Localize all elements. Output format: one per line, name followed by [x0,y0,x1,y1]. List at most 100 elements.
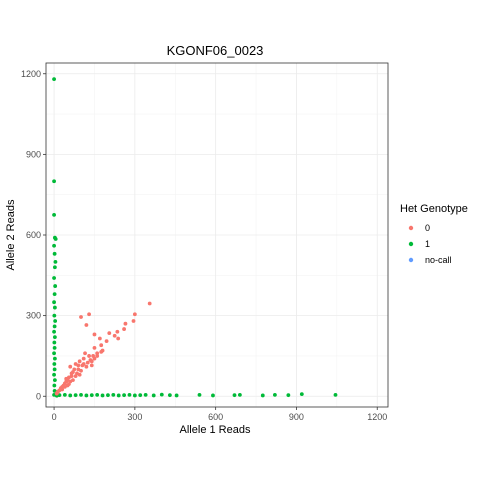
data-point-0 [113,334,117,338]
data-point-1 [52,276,56,280]
legend-label: 0 [425,223,430,233]
data-point-0 [66,384,70,388]
data-point-0 [79,315,83,319]
data-point-1 [300,392,304,396]
data-point-1 [53,265,57,269]
data-point-0 [84,365,88,369]
data-point-1 [111,393,115,397]
data-point-0 [84,323,88,327]
data-point-1 [53,335,57,339]
data-point-1 [53,319,57,323]
data-point-0 [93,333,97,337]
data-point-1 [138,393,142,397]
x-tick-label: 600 [208,412,223,422]
data-point-1 [53,252,57,256]
legend-key [409,242,413,246]
data-point-1 [53,306,57,310]
data-point-0 [132,319,136,323]
y-tick-label: 1200 [21,69,41,79]
legend-title: Het Genotype [400,203,468,215]
data-point-0 [122,327,126,331]
y-tick-label: 0 [36,391,41,401]
legend-label: no-call [425,255,452,265]
data-point-1 [52,179,56,183]
data-point-0 [98,337,102,341]
data-point-1 [79,393,83,397]
y-axis-title: Allele 2 Reads [5,199,17,270]
data-point-0 [72,367,76,371]
data-point-1 [128,393,132,397]
data-point-0 [99,343,103,347]
data-point-1 [52,373,56,377]
data-point-0 [78,373,82,377]
data-point-1 [90,393,94,397]
data-point-1 [53,367,57,371]
data-point-1 [52,351,56,355]
data-point-1 [286,393,290,397]
x-tick-label: 1200 [367,412,387,422]
data-point-1 [53,346,57,350]
data-point-1 [53,324,57,328]
data-point-1 [334,393,338,397]
data-point-0 [79,369,83,373]
data-point-1 [53,378,57,382]
data-point-1 [52,314,56,318]
x-tick-label: 900 [289,412,304,422]
data-point-1 [238,393,242,397]
data-point-0 [86,361,90,365]
data-point-0 [76,363,80,367]
data-point-1 [122,393,126,397]
data-point-1 [101,394,105,398]
data-point-1 [63,393,67,397]
data-point-0 [105,339,109,343]
data-point-0 [99,350,103,354]
data-point-1 [53,284,57,288]
data-point-1 [52,384,56,388]
data-point-0 [107,331,111,335]
data-point-1 [133,394,137,398]
data-point-1 [52,362,56,366]
data-point-1 [52,330,56,334]
data-point-1 [54,260,58,264]
data-point-0 [68,365,72,369]
data-point-1 [53,292,57,296]
data-point-0 [124,322,128,326]
data-point-1 [74,393,78,397]
data-point-0 [90,363,94,367]
data-point-0 [133,312,137,316]
data-point-1 [53,357,57,361]
data-point-1 [152,394,156,398]
data-point-1 [261,394,265,398]
data-point-0 [87,312,91,316]
data-point-1 [233,393,237,397]
data-point-1 [68,394,72,398]
data-point-1 [52,244,56,248]
data-point-0 [74,374,78,378]
data-point-0 [70,372,74,376]
data-point-1 [168,393,172,397]
legend-label: 1 [425,239,430,249]
data-point-0 [60,388,64,392]
data-point-1 [198,393,202,397]
data-point-1 [211,394,215,398]
data-point-1 [117,394,121,398]
data-point-1 [52,300,56,304]
data-point-0 [93,357,97,361]
x-tick-label: 0 [52,412,57,422]
y-tick-label: 300 [26,311,41,321]
data-point-1 [95,393,99,397]
data-point-0 [148,302,152,306]
data-point-0 [82,357,86,361]
data-point-0 [55,392,59,396]
x-axis-title: Allele 1 Reads [180,424,251,436]
data-point-1 [52,213,56,217]
data-point-0 [87,354,91,358]
data-point-1 [106,393,110,397]
data-point-0 [115,330,119,334]
data-point-0 [95,354,99,358]
y-tick-label: 600 [26,230,41,240]
data-point-1 [54,237,58,241]
data-point-0 [64,377,68,381]
data-point-1 [144,393,148,397]
